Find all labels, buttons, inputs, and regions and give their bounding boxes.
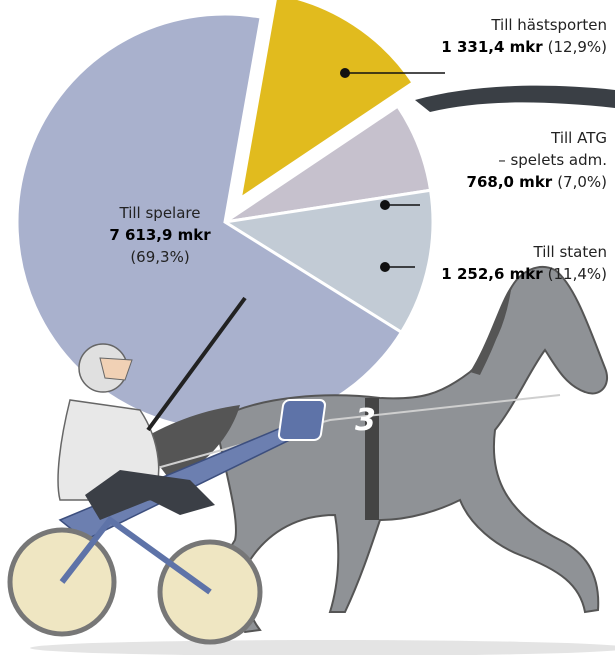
value-label: (12,9%) <box>548 38 607 56</box>
swoosh <box>415 85 615 112</box>
value-label: (11,4%) <box>548 265 607 283</box>
amount-line: 768,0 mkr (7,0%) <box>467 173 607 191</box>
leader-dot <box>340 68 350 78</box>
amount-label: 7 613,9 mkr <box>109 226 211 244</box>
category-label: – spelets adm. <box>498 151 607 169</box>
category-label: Till hästsporten <box>490 16 607 34</box>
amount-line: 1 252,6 mkr (11,4%) <box>441 265 607 283</box>
illustration: 3 <box>7 265 615 655</box>
amount-line: 1 331,4 mkr (12,9%) <box>441 38 607 56</box>
category-label: Till staten <box>533 243 607 261</box>
amount-label: 1 252,6 mkr <box>441 265 543 283</box>
value-label: (7,0%) <box>557 173 607 191</box>
amount-label: 1 331,4 mkr <box>441 38 543 56</box>
pie-slice <box>220 188 435 335</box>
labels: Till spelare 7 613,9 mkr (69,3%) Till hästs… <box>109 16 607 283</box>
value-label: (69,3%) <box>130 248 189 266</box>
leader-dot <box>380 200 390 210</box>
amount-label: 768,0 mkr <box>467 173 553 191</box>
pie <box>15 0 435 432</box>
leader-dot <box>380 262 390 272</box>
saddle-number: 3 <box>355 403 376 438</box>
category-label: Till ATG <box>550 129 607 147</box>
category-label: Till spelare <box>119 204 201 222</box>
